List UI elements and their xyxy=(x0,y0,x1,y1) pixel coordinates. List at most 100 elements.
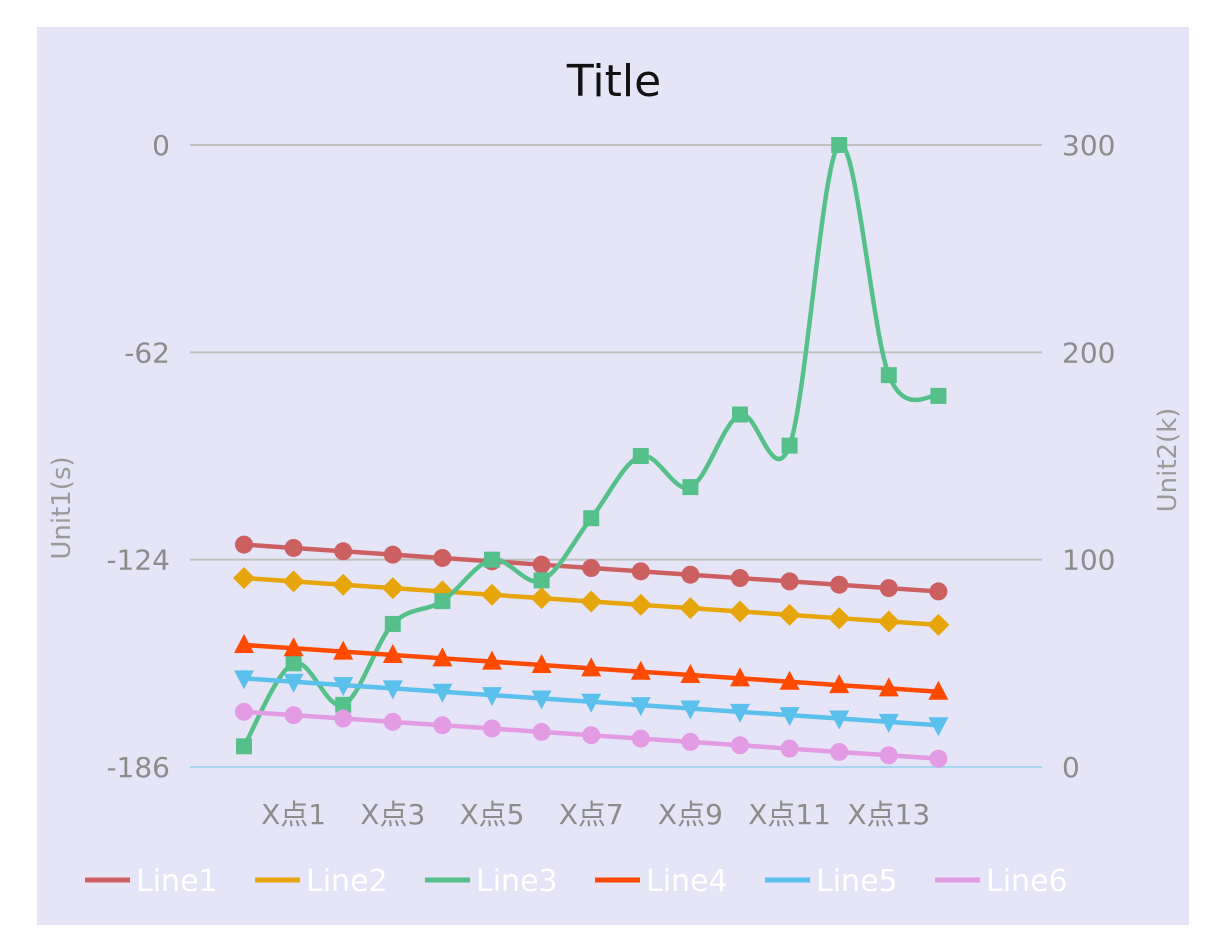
data-point xyxy=(929,582,948,601)
y-axis-title: Unit1(s) xyxy=(47,456,77,559)
series-layer xyxy=(233,137,950,768)
legend-label: Line1 xyxy=(136,864,218,899)
y2-tick-label: 100 xyxy=(1062,544,1115,577)
data-point xyxy=(880,367,897,384)
data-point xyxy=(432,647,453,667)
data-point xyxy=(482,650,502,670)
data-point xyxy=(778,603,801,626)
data-point xyxy=(781,437,798,454)
data-point xyxy=(630,697,651,717)
data-point xyxy=(682,479,699,496)
data-point xyxy=(332,573,355,596)
data-point xyxy=(284,706,303,725)
data-point xyxy=(531,690,552,710)
data-point xyxy=(334,542,353,561)
data-point xyxy=(234,633,254,653)
data-point xyxy=(779,707,800,727)
x-tick-label: X点11 xyxy=(748,798,831,831)
data-point xyxy=(927,613,950,636)
series-line5 xyxy=(234,670,949,737)
x-tick-label: X点5 xyxy=(460,798,525,831)
data-point xyxy=(730,667,750,687)
data-point xyxy=(482,687,502,707)
data-point xyxy=(780,739,799,758)
data-point xyxy=(383,712,402,731)
data-point xyxy=(581,657,602,677)
data-point xyxy=(333,677,354,697)
x-axis-ticks: X点1 X点3 X点5 X点7 X点9 X点11 X点13 xyxy=(261,798,930,831)
legend-label: Line6 xyxy=(986,864,1068,899)
y-axis-ticks: 0 -62 -124 -186 xyxy=(106,129,170,784)
y-tick-label: -62 xyxy=(124,336,170,369)
data-point xyxy=(580,590,603,613)
legend-item: Line1 xyxy=(85,864,218,899)
data-point xyxy=(928,717,949,737)
data-point xyxy=(335,696,352,713)
data-point xyxy=(830,742,849,761)
data-point xyxy=(382,643,403,663)
data-point xyxy=(877,610,900,633)
y2-tick-label: 0 xyxy=(1062,751,1080,784)
data-point xyxy=(581,693,602,713)
x-tick-label: X点13 xyxy=(847,798,930,831)
x-tick-label: X点9 xyxy=(658,798,723,831)
data-point xyxy=(878,713,899,733)
data-point xyxy=(483,719,501,738)
data-point xyxy=(381,577,404,600)
data-point xyxy=(235,535,253,554)
data-point xyxy=(729,600,751,623)
legend-label: Line3 xyxy=(476,864,558,899)
data-point xyxy=(731,569,749,588)
data-point xyxy=(283,637,304,657)
data-point xyxy=(283,673,304,693)
legend-label: Line5 xyxy=(816,864,898,899)
data-point xyxy=(632,448,649,464)
data-point xyxy=(878,677,899,697)
legend-item: Line6 xyxy=(935,864,1068,899)
data-point xyxy=(233,567,255,590)
chart-panel xyxy=(37,27,1189,925)
y2-axis-ticks: 300 200 100 0 xyxy=(1062,129,1115,784)
chart-title: Title xyxy=(566,56,661,107)
data-point xyxy=(679,597,702,620)
data-point xyxy=(532,722,551,741)
series-line4 xyxy=(234,633,949,700)
x-tick-label: X点1 xyxy=(261,798,326,831)
data-point xyxy=(631,562,650,581)
legend-item: Line2 xyxy=(255,864,388,899)
data-point xyxy=(879,579,898,598)
data-point xyxy=(531,654,552,674)
data-point xyxy=(730,703,750,723)
data-point xyxy=(831,137,848,153)
grid-lines xyxy=(190,144,1042,768)
data-point xyxy=(384,615,401,632)
data-point xyxy=(828,607,851,630)
data-point xyxy=(282,570,305,593)
data-point xyxy=(285,655,302,672)
data-point xyxy=(236,738,252,755)
data-point xyxy=(481,583,503,606)
data-point xyxy=(532,555,551,574)
data-point xyxy=(484,551,500,568)
data-point xyxy=(680,700,701,720)
data-point xyxy=(829,710,850,730)
data-point xyxy=(779,670,800,690)
data-point xyxy=(234,670,254,690)
series-line3 xyxy=(236,137,947,755)
data-point xyxy=(879,746,898,765)
data-point xyxy=(629,593,652,616)
legend-item: Line3 xyxy=(425,864,558,899)
data-point xyxy=(235,702,253,721)
data-point xyxy=(631,729,650,748)
data-point xyxy=(530,587,553,610)
data-point xyxy=(681,732,700,751)
data-point xyxy=(829,674,850,694)
legend-item: Line5 xyxy=(765,864,898,899)
data-point xyxy=(732,406,748,423)
data-point xyxy=(533,572,550,589)
y2-tick-label: 200 xyxy=(1062,336,1115,369)
x-tick-label: X点7 xyxy=(559,798,624,831)
data-point xyxy=(583,510,600,527)
data-point xyxy=(284,538,303,557)
